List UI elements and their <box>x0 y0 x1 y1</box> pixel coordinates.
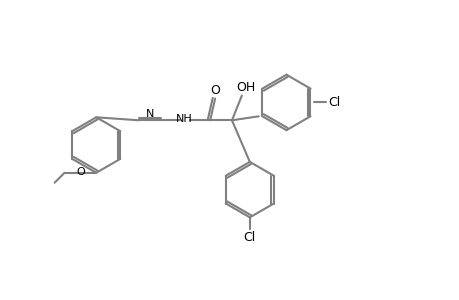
Text: OH: OH <box>236 81 255 94</box>
Text: Cl: Cl <box>327 96 339 109</box>
Text: O: O <box>210 84 219 97</box>
Text: NH: NH <box>176 114 192 124</box>
Text: Cl: Cl <box>243 231 255 244</box>
Text: N: N <box>145 109 154 119</box>
Text: O: O <box>76 167 84 177</box>
